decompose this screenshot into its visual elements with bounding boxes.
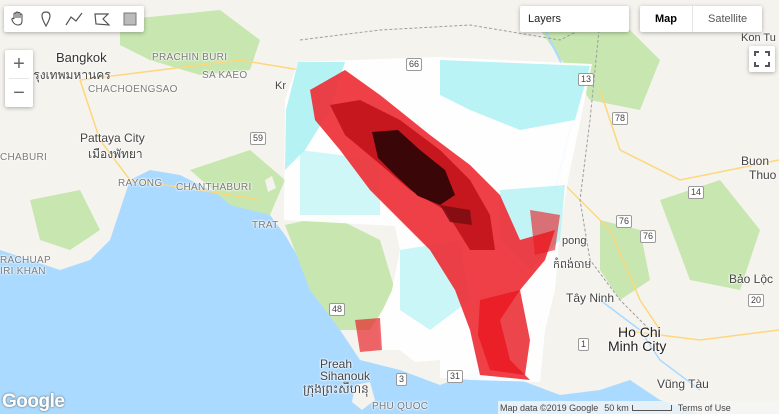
- forest-patch: [30, 190, 100, 250]
- road: [619, 329, 779, 341]
- forest-patch: [540, 20, 660, 110]
- road-shield: 76: [616, 215, 633, 228]
- map-type-satellite-button[interactable]: Satellite: [708, 13, 748, 25]
- road: [559, 179, 661, 331]
- road-shield: 1: [578, 338, 590, 351]
- label-preah: Preah: [320, 357, 353, 371]
- label-chanthaburi: CHANTHABURI: [176, 182, 252, 193]
- road: [79, 79, 261, 201]
- label-thuo: Thuo: [749, 168, 777, 182]
- overlay-red-patch: [355, 318, 382, 352]
- overlay-red-patch: [478, 290, 530, 375]
- label-pattaya: Pattaya City: [80, 131, 145, 145]
- hand-pan-icon: [11, 11, 23, 26]
- point-tool-button[interactable]: [32, 6, 60, 32]
- fullscreen-icon: [754, 51, 770, 67]
- road-shield: 14: [688, 186, 705, 199]
- country-border: [579, 19, 651, 331]
- label-tay-ninh: Tây Ninh: [566, 291, 615, 305]
- polyline-icon: [65, 12, 83, 26]
- road-shield: 59: [250, 132, 267, 145]
- road: [599, 89, 779, 181]
- scale-control[interactable]: 50 km: [604, 403, 672, 413]
- zoom-control: + −: [5, 50, 33, 107]
- road-shield: 78: [612, 112, 629, 125]
- label-kon-tu: Kon Tu: [741, 32, 776, 44]
- label-kr: Kr: [275, 80, 286, 92]
- forest-patch: [660, 180, 760, 290]
- road-shield: 66: [406, 58, 423, 71]
- map-type-control: Map Satellite: [640, 6, 763, 32]
- overlay-red-patch: [530, 210, 560, 255]
- forest-patch: [190, 150, 285, 215]
- rectangle-icon: [123, 12, 137, 26]
- line-tool-button[interactable]: [60, 6, 88, 32]
- zoom-divider: [9, 78, 29, 79]
- label-ho-chi-minh-line1: Ho Chi: [618, 324, 661, 340]
- road-shield: 76: [640, 230, 657, 243]
- google-logo: Google: [2, 391, 65, 412]
- island-phu-quoc: [352, 382, 375, 410]
- label-phu-quoc: PHU QUOC: [372, 401, 429, 412]
- label-chonburi: CHABURI: [0, 152, 48, 163]
- zoom-in-button[interactable]: +: [13, 52, 25, 75]
- label-vung-tau: Vũng Tàu: [657, 377, 709, 391]
- polygon-tool-button[interactable]: [88, 6, 116, 32]
- road-shield: 20: [748, 294, 765, 307]
- overlay-dark-lake: [440, 205, 472, 225]
- layers-button[interactable]: Layers: [520, 6, 629, 32]
- road: [79, 59, 301, 81]
- label-sa-kaeo: SA KAEO: [202, 70, 248, 81]
- road-shield: 3: [396, 373, 408, 386]
- label-sihanoukville: Sihanouk: [320, 369, 371, 383]
- label-prachin-buri: PRACHIN BURI: [152, 52, 228, 63]
- road-shield: 31: [447, 370, 464, 383]
- label-prachuap: RACHUAP: [0, 255, 51, 266]
- map-type-map-button[interactable]: Map: [640, 6, 693, 32]
- label-bangkok: Bangkok: [56, 50, 107, 65]
- raster-overlay: [284, 57, 592, 382]
- label-trat: TRAT: [252, 220, 279, 231]
- label-chachoengsao: CHACHOENGSAO: [88, 84, 178, 95]
- marker-point-icon: [41, 11, 51, 27]
- fullscreen-button[interactable]: [749, 46, 775, 72]
- island: [265, 176, 276, 192]
- label-ho-chi-minh-line2: Minh City: [608, 338, 667, 354]
- label-bao-loc: Bảo Lộc: [729, 272, 774, 286]
- forest-patch: [120, 10, 260, 75]
- scale-bar: [631, 405, 672, 412]
- label-sihanoukville-khmer: ក្រុងព្រះសីហនុ: [303, 382, 369, 396]
- road-shield: 48: [329, 303, 346, 316]
- rectangle-tool-button[interactable]: [116, 6, 144, 32]
- map-data-attribution: Map data ©2019 Google: [500, 402, 599, 413]
- zoom-out-button[interactable]: −: [13, 81, 25, 104]
- label-khiri-khan: IRI KHAN: [0, 266, 46, 277]
- pan-tool-button[interactable]: [4, 6, 32, 32]
- map-footer: Map data ©2019 Google 50 km Terms of Use: [498, 401, 779, 414]
- label-rayong: RAYONG: [118, 178, 163, 189]
- label-kampong-khmer: កំពង់ចាម: [553, 259, 592, 271]
- river: [599, 299, 701, 391]
- road-shield: 13: [578, 73, 595, 86]
- drawing-toolbar: [4, 6, 144, 32]
- overlay-dark-lake: [372, 130, 455, 205]
- label-kampong: pong: [562, 235, 587, 247]
- label-buon: Buon: [741, 154, 770, 168]
- label-pattaya-thai: เมืองพัทยา: [88, 147, 143, 161]
- label-bangkok-thai: กรุงเทพมหานคร: [26, 68, 111, 82]
- forest-patch: [285, 215, 395, 330]
- polygon-icon: [94, 13, 110, 26]
- terms-of-use-link[interactable]: Terms of Use: [677, 402, 731, 413]
- country-border: [299, 19, 601, 41]
- overlay-cyan-region: [440, 60, 590, 130]
- forest-patch: [600, 220, 650, 300]
- scale-label: 50 km: [604, 402, 629, 413]
